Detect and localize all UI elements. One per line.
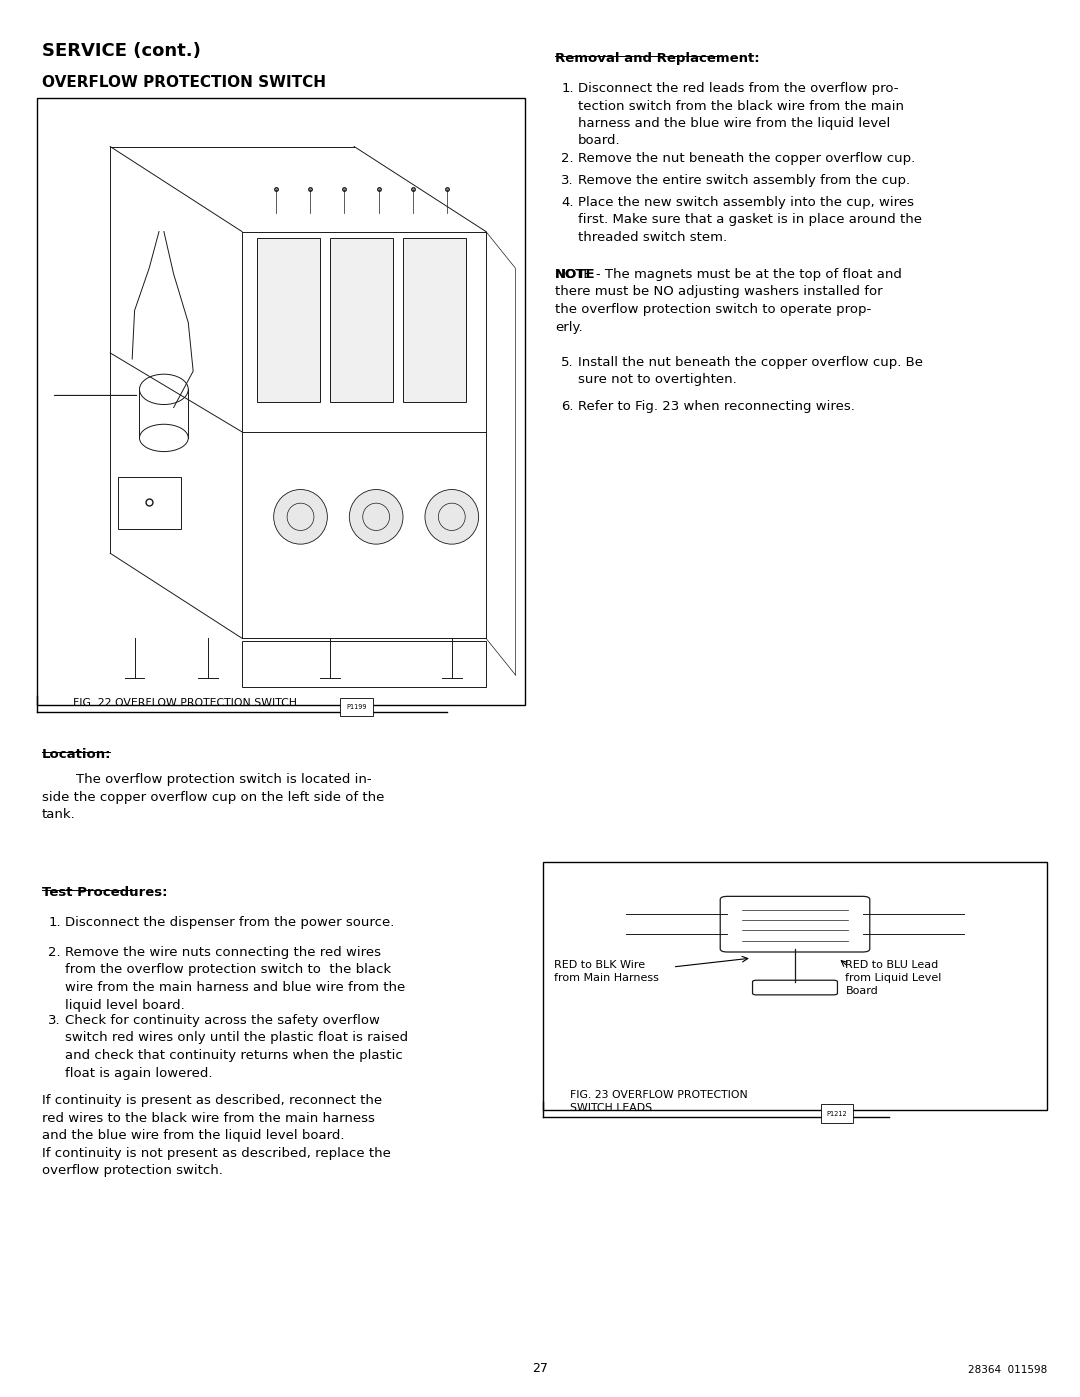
Text: Disconnect the red leads from the overflow pro-
tection switch from the black wi: Disconnect the red leads from the overfl… [578,82,904,148]
Text: Remove the nut beneath the copper overflow cup.: Remove the nut beneath the copper overfl… [578,152,915,165]
Text: Remove the wire nuts connecting the red wires
from the overflow protection switc: Remove the wire nuts connecting the red … [65,946,405,1011]
Text: 1.: 1. [562,82,573,95]
Bar [543,862,1047,1111]
Text: 2.: 2. [49,946,60,958]
Text: Disconnect the dispenser from the power source.: Disconnect the dispenser from the power … [65,916,394,929]
Text: SERVICE (cont.): SERVICE (cont.) [42,42,201,60]
Text: The overflow protection switch is located in-
side the copper overflow cup on th: The overflow protection switch is locate… [42,773,384,821]
Text: 3.: 3. [562,175,573,187]
Text: 3.: 3. [49,1014,60,1027]
Text: Place the new switch assembly into the cup, wires
first. Make sure that a gasket: Place the new switch assembly into the c… [578,196,922,244]
Text: 4.: 4. [562,196,573,210]
Text: 5.: 5. [562,356,573,369]
Text: P1199: P1199 [347,704,367,710]
Text: Location:: Location: [42,747,111,761]
Text: 28364  011598: 28364 011598 [969,1365,1048,1375]
Text: OVERFLOW PROTECTION SWITCH: OVERFLOW PROTECTION SWITCH [42,75,326,89]
Text: NOTE: NOTE [555,268,596,281]
Text: FIG. 23 OVERFLOW PROTECTION
SWITCH LEADS: FIG. 23 OVERFLOW PROTECTION SWITCH LEADS [570,1091,747,1113]
Text: Check for continuity across the safety overflow
switch red wires only until the : Check for continuity across the safety o… [65,1014,408,1080]
Bar [340,698,373,717]
Text: RED to BLU Lead
from Liquid Level
Board: RED to BLU Lead from Liquid Level Board [846,960,942,996]
Bar [37,98,525,705]
Text: Install the nut beneath the copper overflow cup. Be
sure not to overtighten.: Install the nut beneath the copper overf… [578,356,923,387]
Text: Refer to Fig. 23 when reconnecting wires.: Refer to Fig. 23 when reconnecting wires… [578,400,855,414]
Text: NOTE - The magnets must be at the top of float and
there must be NO adjusting wa: NOTE - The magnets must be at the top of… [555,268,902,334]
Text: 27: 27 [532,1362,548,1375]
Text: 1.: 1. [49,916,60,929]
Text: RED to BLK Wire
from Main Harness: RED to BLK Wire from Main Harness [554,960,659,983]
Text: If continuity is present as described, reconnect the
red wires to the black wire: If continuity is present as described, r… [42,1094,391,1178]
Bar [821,1105,853,1123]
Text: Removal and Replacement:: Removal and Replacement: [555,52,759,66]
Text: 2.: 2. [562,152,573,165]
Text: 6.: 6. [562,400,573,414]
Text: FIG. 22 OVERFLOW PROTECTION SWITCH: FIG. 22 OVERFLOW PROTECTION SWITCH [72,698,297,708]
Text: P1212: P1212 [826,1111,847,1116]
Text: Test Procedures:: Test Procedures: [42,886,167,900]
Text: Remove the entire switch assembly from the cup.: Remove the entire switch assembly from t… [578,175,910,187]
